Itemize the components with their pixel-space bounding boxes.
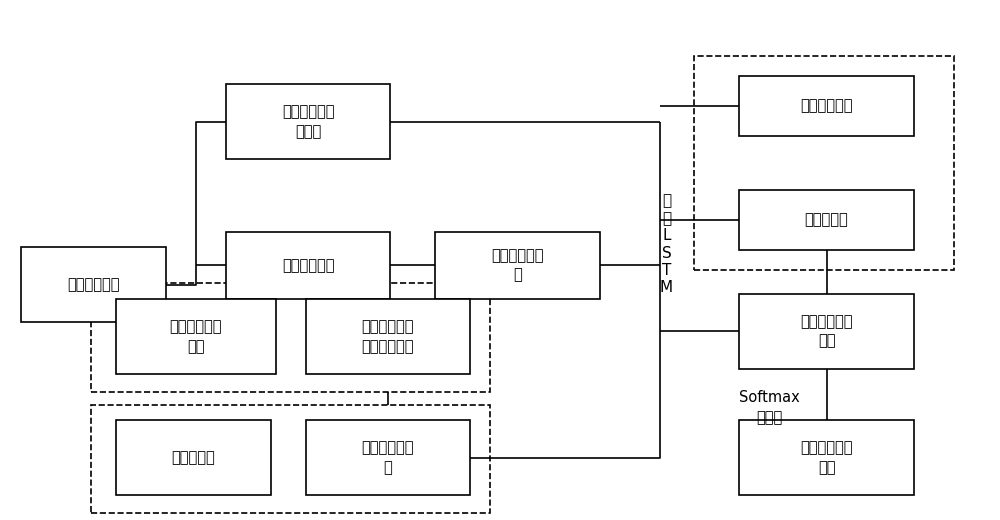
FancyBboxPatch shape — [739, 190, 914, 250]
Text: 表情图加权网
络: 表情图加权网 络 — [491, 248, 544, 282]
Text: 微博表情图集: 微博表情图集 — [282, 258, 334, 272]
Text: 表情图五维情
感描述词词典: 表情图五维情 感描述词词典 — [362, 319, 414, 354]
FancyBboxPatch shape — [21, 247, 166, 322]
Text: Softmax
分类器: Softmax 分类器 — [739, 390, 800, 425]
FancyBboxPatch shape — [116, 420, 271, 496]
FancyBboxPatch shape — [116, 299, 276, 374]
FancyBboxPatch shape — [306, 299, 470, 374]
Text: 表情图表示: 表情图表示 — [805, 212, 848, 227]
FancyBboxPatch shape — [226, 84, 390, 159]
FancyBboxPatch shape — [739, 420, 914, 496]
FancyBboxPatch shape — [739, 294, 914, 369]
Text: 表情图序列嵌
入: 表情图序列嵌 入 — [362, 440, 414, 475]
Text: 双
向
L
S
T
M: 双 向 L S T M — [660, 193, 673, 295]
Text: 微博评论情感
分类: 微博评论情感 分类 — [800, 440, 853, 475]
Text: 微博评论文本
数据集: 微博评论文本 数据集 — [282, 104, 334, 139]
Text: 表情图五维情
感值: 表情图五维情 感值 — [170, 319, 222, 354]
Text: 微博评论最终
嵌入: 微博评论最终 嵌入 — [800, 314, 853, 348]
FancyBboxPatch shape — [435, 231, 600, 299]
FancyBboxPatch shape — [226, 231, 390, 299]
Text: 微博评论数据: 微博评论数据 — [67, 277, 120, 292]
FancyBboxPatch shape — [739, 76, 914, 136]
FancyBboxPatch shape — [306, 420, 470, 496]
Text: 文本句子表示: 文本句子表示 — [800, 99, 853, 114]
Text: 表情图向量: 表情图向量 — [171, 450, 215, 465]
